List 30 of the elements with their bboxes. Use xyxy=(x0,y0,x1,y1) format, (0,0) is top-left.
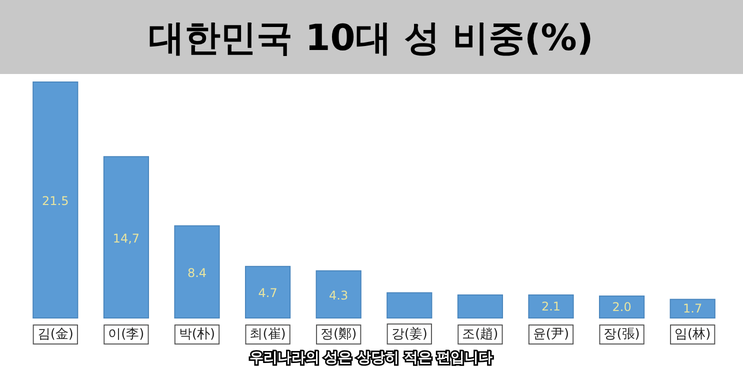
bar xyxy=(103,156,149,318)
x-tick-label: 정(鄭) xyxy=(320,327,357,342)
x-tick-label: 장(張) xyxy=(604,327,640,342)
data-label: 2.1 xyxy=(541,299,561,314)
data-label: 21.5 xyxy=(42,194,69,208)
bar xyxy=(386,292,432,318)
bar xyxy=(670,298,716,318)
bar xyxy=(599,296,645,318)
data-label: 14,7 xyxy=(112,231,140,246)
chart-title: 대한민국 10대 성 비중(%) xyxy=(148,18,594,59)
text: 우리나라의 성은 상당히 적은 편입니다 xyxy=(249,350,493,366)
data-label: 4.3 xyxy=(329,288,348,302)
x-tick-label: 김(金) xyxy=(37,327,74,342)
bar xyxy=(457,294,503,318)
x-tick-label: 강(姜) xyxy=(391,326,428,342)
bar xyxy=(174,225,220,318)
x-tick-label: 윤(尹) xyxy=(532,327,570,342)
x-tick-label: 박(朴) xyxy=(178,327,216,342)
data-label: 4.7 xyxy=(258,286,278,300)
x-tick-label: 이(李) xyxy=(108,327,144,342)
bar xyxy=(316,270,362,318)
data-label: 1.7 xyxy=(683,302,702,316)
x-tick-label: 임(林) xyxy=(674,327,711,342)
data-label: 2.0 xyxy=(612,300,632,314)
bar xyxy=(245,266,291,318)
x-tick-label: 최(崔) xyxy=(250,327,286,342)
bar xyxy=(528,294,574,318)
x-tick-label: 조(趙) xyxy=(462,327,498,342)
data-label: 8.4 xyxy=(187,266,207,280)
bar xyxy=(32,82,78,318)
